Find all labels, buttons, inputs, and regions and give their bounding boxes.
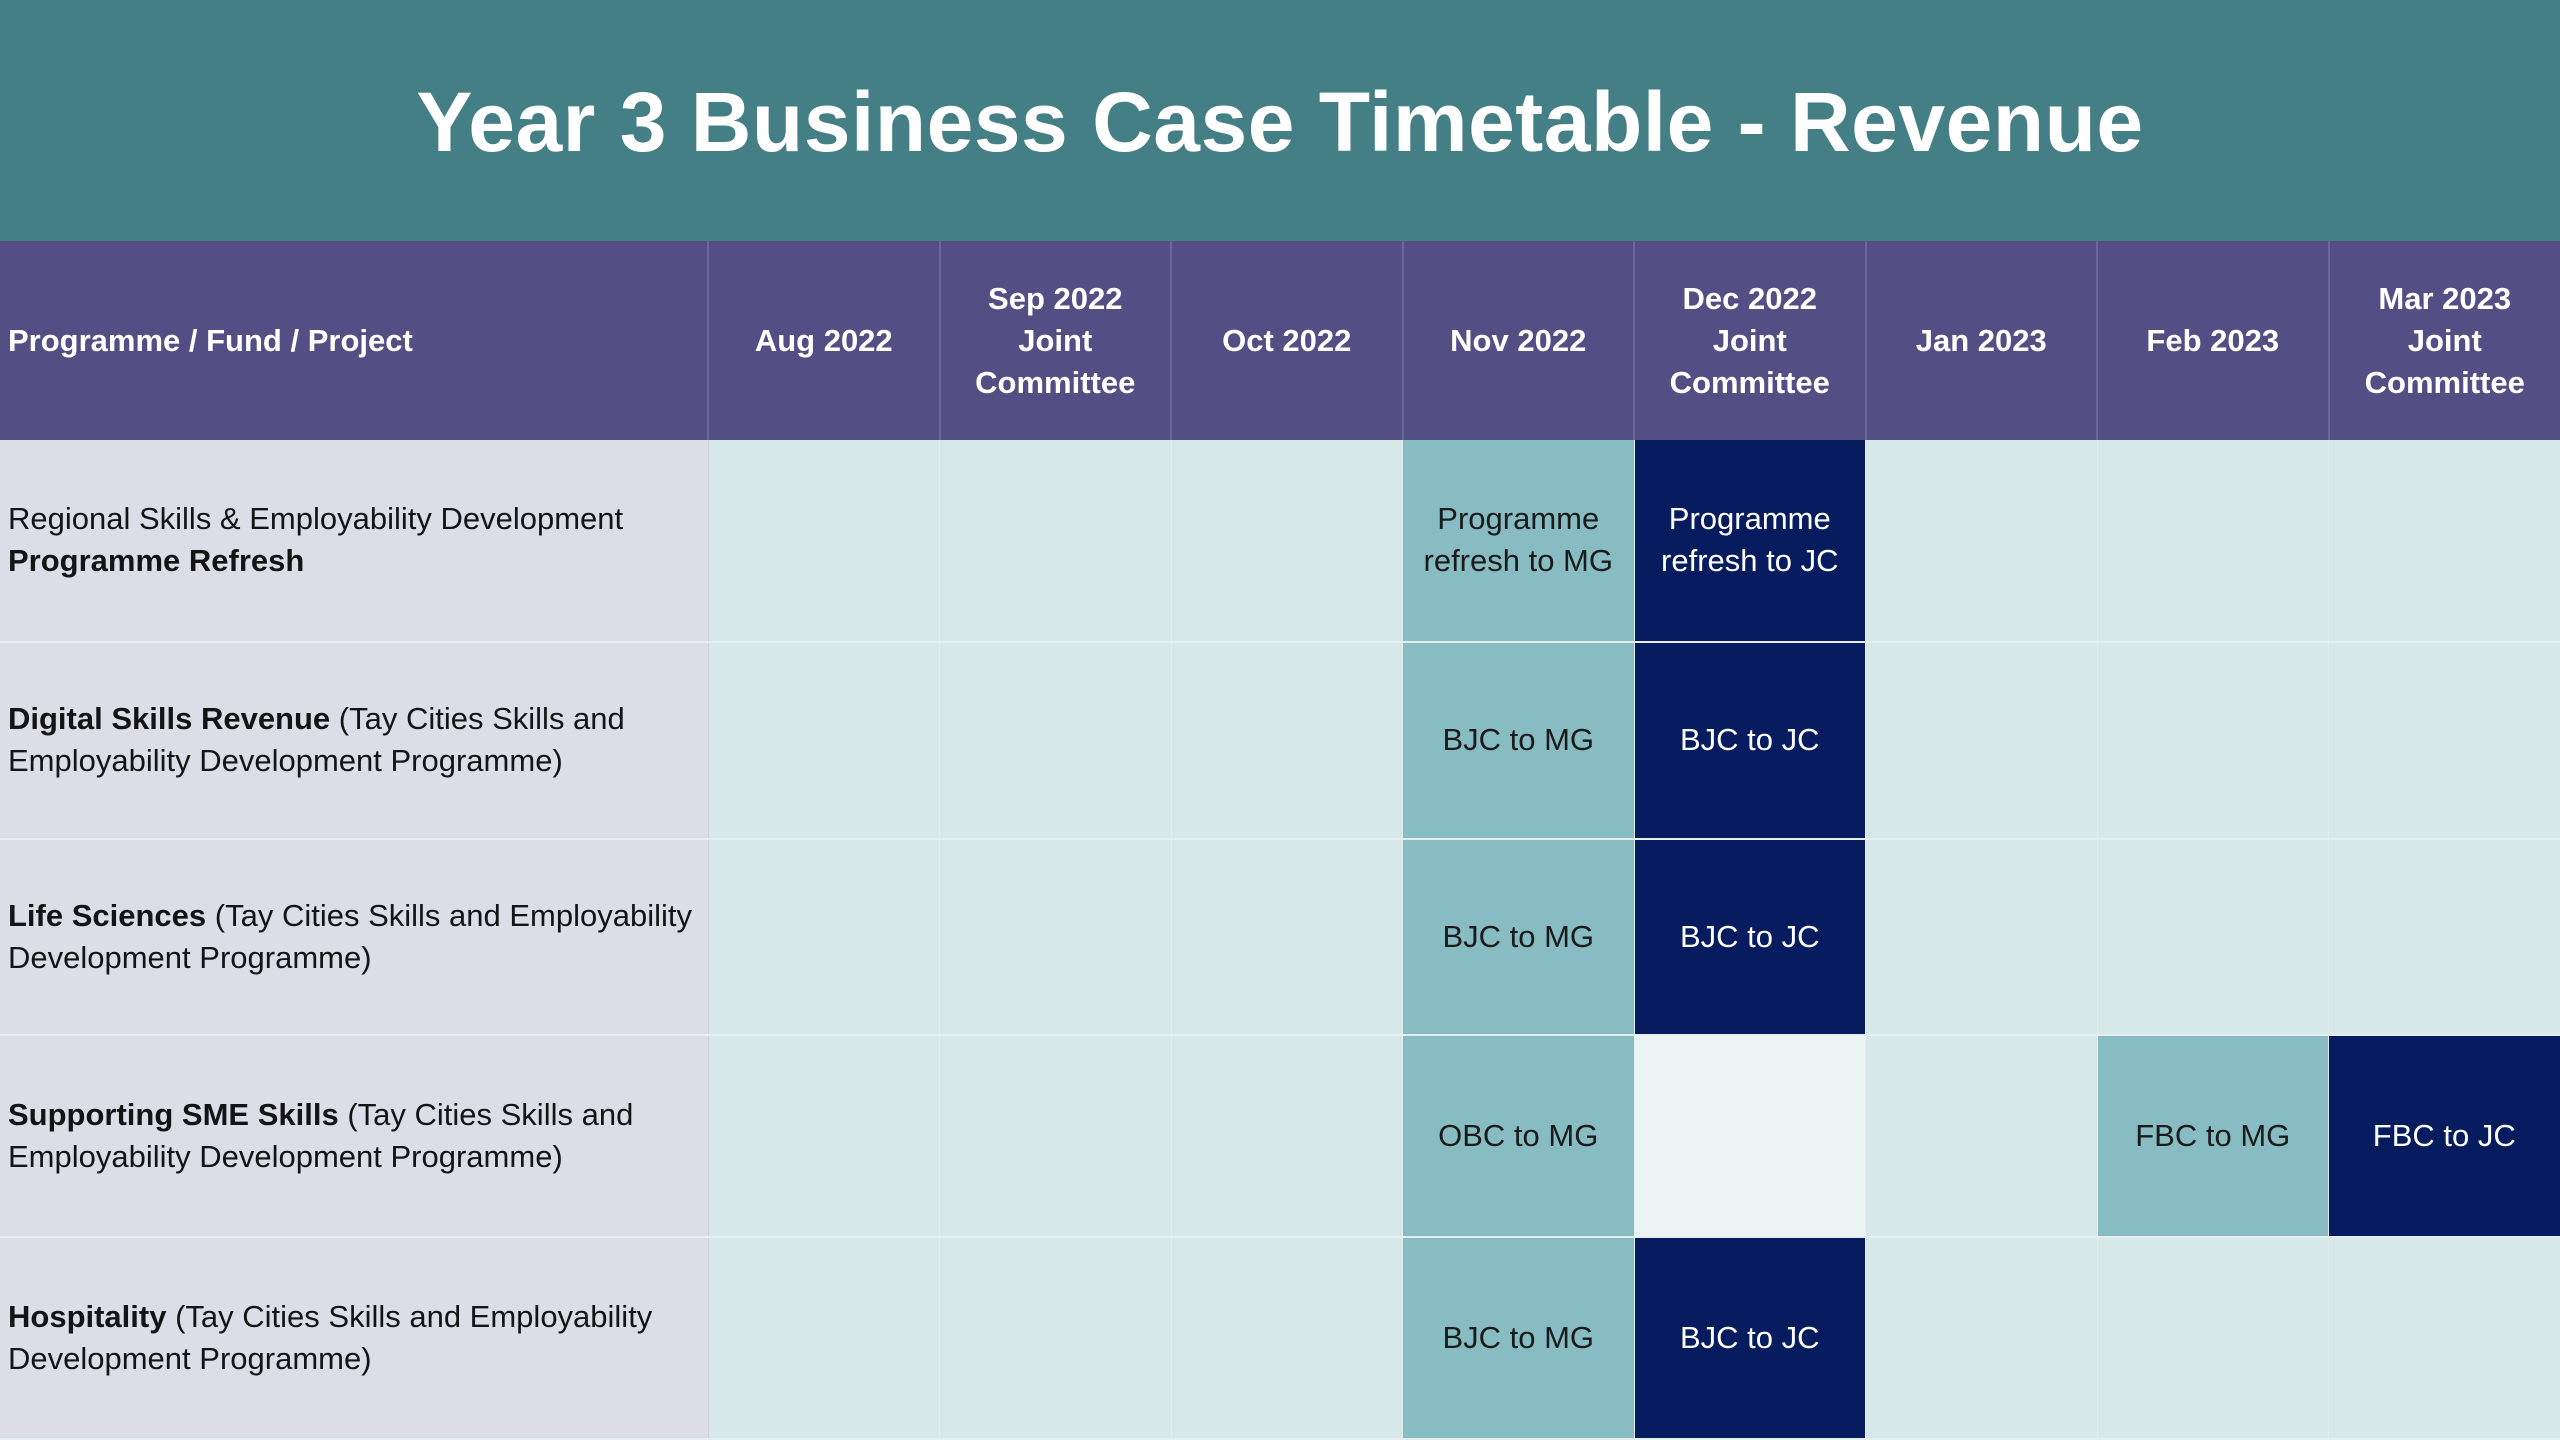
empty-cell [1171,1035,1403,1239]
table-row: Supporting SME Skills (Tay Cities Skills… [0,1035,2560,1239]
programme-name: Supporting SME Skills [8,1097,339,1133]
programme-description: (Tay Cities Skills and Employability Dev… [8,1097,634,1175]
title-bar: Year 3 Business Case Timetable - Revenue [0,0,2560,241]
table-row: Hospitality (Tay Cities Skills and Emplo… [0,1237,2560,1440]
column-header-dec-2022: Dec 2022 Joint Committee [1634,241,1867,440]
empty-cell [1865,838,2098,1037]
programme-name: Digital Skills Revenue [8,701,331,737]
empty-cell [1171,1237,1403,1440]
empty-cell [2328,641,2560,840]
feb-milestone-cell: FBC to MG [2097,1035,2329,1239]
empty-cell [2097,1237,2329,1440]
programme-name: Life Sciences [8,897,207,933]
programme-name: Hospitality [8,1299,167,1335]
programme-description: (Tay Cities Skills and Employability Dev… [8,701,625,779]
nov-milestone-cell: BJC to MG [1402,641,1635,840]
empty-cell [939,1237,1172,1440]
programme-prefix: Regional Skills & Employability Developm… [8,501,624,537]
column-header-sep-2022: Sep 2022 Joint Committee [939,241,1172,440]
dec-empty-cell [1634,1035,1866,1239]
programme-cell: Hospitality (Tay Cities Skills and Emplo… [0,1237,709,1440]
dec-milestone-cell: BJC to JC [1634,1237,1866,1440]
empty-cell [1171,641,1403,840]
programme-description: (Tay Cities Skills and Employability Dev… [8,1299,653,1377]
empty-cell [708,1237,940,1440]
dec-milestone-cell: BJC to JC [1634,641,1866,840]
column-header-jan-2023: Jan 2023 [1865,241,2098,440]
dec-milestone-cell: Programme refresh to JC [1634,440,1866,643]
programme-description: (Tay Cities Skills and Employability Dev… [8,897,692,975]
empty-cell [2097,440,2329,643]
empty-cell [1865,440,2098,643]
nov-milestone-cell: BJC to MG [1402,838,1635,1037]
empty-cell [708,1035,940,1239]
column-header-nov-2022: Nov 2022 [1402,241,1635,440]
page-title: Year 3 Business Case Timetable - Revenue [416,75,2144,169]
programme-cell: Life Sciences (Tay Cities Skills and Emp… [0,838,709,1037]
empty-cell [2097,838,2329,1037]
empty-cell [1865,641,2098,840]
nov-milestone-cell: BJC to MG [1402,1237,1635,1440]
empty-cell [939,1035,1172,1239]
empty-cell [1865,1237,2098,1440]
table-row: Digital Skills Revenue (Tay Cities Skill… [0,641,2560,840]
empty-cell [1865,1035,2098,1239]
empty-cell [939,838,1172,1037]
nov-milestone-cell: OBC to MG [1402,1035,1635,1239]
mar-milestone-cell: FBC to JC [2328,1035,2560,1239]
table-row: Regional Skills & Employability Developm… [0,440,2560,643]
column-header-feb-2023: Feb 2023 [2097,241,2330,440]
empty-cell [939,641,1172,840]
column-header-aug-2022: Aug 2022 [708,241,941,440]
empty-cell [939,440,1172,643]
timetable-table: Programme / Fund / Project Aug 2022 Sep … [0,241,2560,1440]
empty-cell [708,440,940,643]
table-row: Life Sciences (Tay Cities Skills and Emp… [0,838,2560,1037]
column-header-oct-2022: Oct 2022 [1171,241,1404,440]
column-header-mar-2023: Mar 2023 Joint Committee [2328,241,2560,440]
programme-cell: Regional Skills & Employability Developm… [0,440,709,643]
column-header-programme: Programme / Fund / Project [0,241,709,440]
empty-cell [2328,1237,2560,1440]
empty-cell [1171,838,1403,1037]
header-row: Programme / Fund / Project Aug 2022 Sep … [0,241,2560,440]
empty-cell [708,838,940,1037]
empty-cell [1171,440,1403,643]
empty-cell [708,641,940,840]
dec-milestone-cell: BJC to JC [1634,838,1866,1037]
empty-cell [2328,440,2560,643]
programme-cell: Digital Skills Revenue (Tay Cities Skill… [0,641,709,840]
programme-name: Programme Refresh [8,543,305,579]
nov-milestone-cell: Programme refresh to MG [1402,440,1635,643]
programme-cell: Supporting SME Skills (Tay Cities Skills… [0,1035,709,1239]
empty-cell [2097,641,2329,840]
empty-cell [2328,838,2560,1037]
